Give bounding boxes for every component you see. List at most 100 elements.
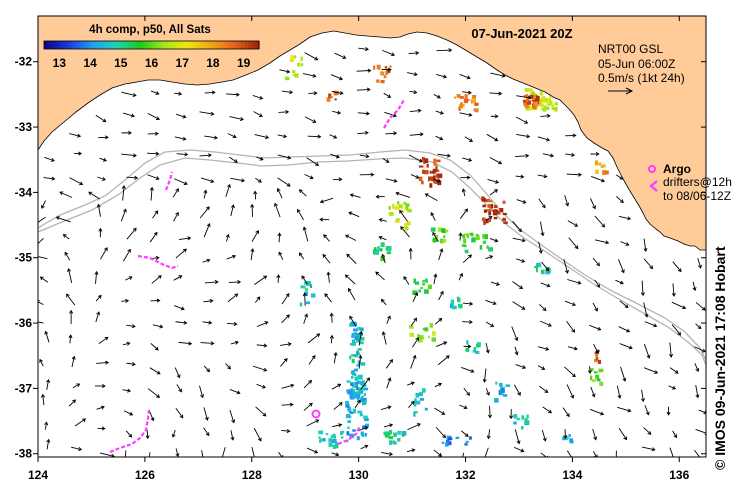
- current-vector: [564, 366, 576, 378]
- sst-pixel: [393, 432, 396, 437]
- current-vector: [277, 134, 288, 139]
- sst-pixel: [497, 210, 501, 215]
- sst-pixel: [405, 205, 409, 211]
- drifter-legend-line1: drifters@12h: [663, 175, 732, 189]
- current-vector: [39, 358, 44, 367]
- current-vector: [95, 114, 107, 123]
- colorbar-swatch: [76, 41, 81, 49]
- current-vector: [434, 407, 446, 415]
- current-vector: [567, 220, 579, 227]
- current-vector: [384, 111, 397, 118]
- sst-pixel: [384, 433, 390, 438]
- colorbar-swatch: [51, 41, 56, 49]
- sst-pixel: [358, 374, 363, 380]
- current-vector: [385, 358, 393, 369]
- current-vector: [463, 344, 472, 349]
- current-vector: [485, 216, 493, 221]
- current-vector: [540, 113, 551, 118]
- current-vector: [541, 261, 550, 272]
- current-vector: [227, 133, 237, 139]
- current-vector: [71, 355, 76, 368]
- current-vector: [668, 385, 677, 390]
- sst-pixel: [413, 411, 418, 414]
- current-vector: [515, 153, 530, 158]
- current-vector: [542, 153, 555, 158]
- current-vector: [203, 427, 210, 437]
- current-vector: [307, 134, 322, 139]
- sst-pixel: [392, 203, 395, 209]
- colorbar-swatch: [47, 41, 52, 49]
- sst-pixel: [595, 374, 600, 379]
- sst-pixel: [445, 442, 449, 447]
- sst-pixel: [442, 238, 447, 243]
- sst-pixel: [427, 284, 432, 290]
- current-vector: [589, 408, 605, 416]
- product-name: NRT00 GSL: [598, 42, 663, 56]
- current-vector: [304, 116, 317, 123]
- current-vector: [410, 354, 417, 369]
- sst-pixel: [347, 389, 352, 395]
- current-vector: [150, 343, 159, 351]
- colorbar-swatch: [54, 41, 59, 49]
- colorbar-swatch: [226, 41, 231, 49]
- current-vector: [669, 447, 674, 457]
- current-vector: [121, 153, 137, 158]
- current-vector: [250, 248, 255, 261]
- sst-pixel: [377, 246, 380, 252]
- colorbar-swatch: [140, 41, 145, 49]
- current-vector: [199, 111, 215, 116]
- current-vector: [489, 157, 503, 165]
- current-vector: [541, 429, 547, 442]
- imos-credit: © IMOS 09-Jun-2021 17:08 Hobart: [712, 246, 728, 470]
- current-vector: [344, 234, 357, 241]
- current-vector: [303, 313, 309, 324]
- current-vector: [515, 116, 529, 124]
- current-vector: [55, 216, 71, 223]
- sst-observations: [284, 55, 609, 449]
- sst-pixel: [354, 373, 357, 377]
- current-vector: [590, 386, 596, 398]
- sst-pixel: [498, 382, 503, 387]
- sst-pixel: [357, 334, 362, 337]
- sst-pixel: [563, 436, 569, 440]
- current-vector: [349, 315, 357, 327]
- sst-pixel: [487, 218, 492, 223]
- current-vector: [302, 226, 309, 242]
- sst-pixel: [465, 440, 469, 443]
- argo-legend-label: Argo: [663, 162, 691, 176]
- current-vector: [618, 216, 632, 221]
- sst-pixel: [385, 70, 389, 75]
- sst-pixel: [433, 158, 437, 164]
- sst-pixel: [356, 394, 360, 399]
- sst-pixel: [424, 158, 429, 164]
- sst-pixel: [363, 387, 369, 391]
- current-vector: [668, 342, 674, 358]
- colorbar-swatch: [151, 41, 156, 49]
- current-vector: [671, 324, 682, 336]
- sst-pixel: [418, 335, 424, 339]
- current-vector: [563, 429, 568, 439]
- sst-pixel: [505, 384, 511, 387]
- sst-pixel: [424, 327, 429, 332]
- sst-pixel: [488, 210, 492, 216]
- current-vector: [436, 74, 448, 79]
- sst-pixel: [562, 436, 566, 441]
- current-vector: [68, 399, 77, 407]
- current-vector: [407, 72, 418, 77]
- sst-pixel: [590, 368, 594, 372]
- sst-pixel: [354, 336, 360, 341]
- sst-pixel: [472, 94, 477, 100]
- velocity-legend: NRT00 GSL 05-Jun 06:00Z 0.5m/s (1kt 24h): [598, 42, 685, 95]
- colorbar-swatch: [223, 41, 228, 49]
- current-vector: [594, 239, 610, 245]
- current-vector: [433, 273, 438, 285]
- current-vector: [228, 280, 242, 285]
- current-vector: [618, 258, 625, 274]
- current-vector: [226, 92, 240, 97]
- current-vector: [324, 293, 332, 303]
- current-vector: [178, 236, 192, 241]
- current-vector: [462, 301, 474, 306]
- sst-pixel: [360, 336, 365, 341]
- sst-pixel: [540, 269, 545, 275]
- current-vector: [462, 319, 473, 325]
